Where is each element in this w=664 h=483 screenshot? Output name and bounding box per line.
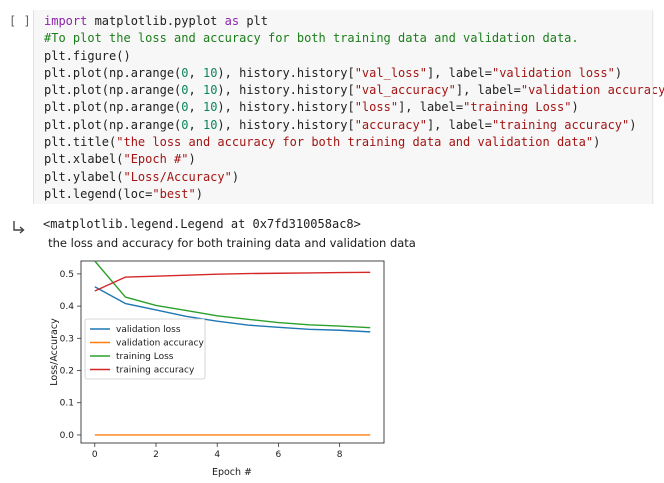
code-token: 10	[202, 83, 218, 98]
output-arrow-icon[interactable]	[12, 219, 28, 235]
y-tick-label: 0.1	[60, 399, 74, 409]
code-token: plt.plot(np.arange(	[44, 65, 182, 80]
code-token: ), history.history[	[217, 100, 355, 115]
code-token: 0	[181, 65, 189, 80]
code-token: ), history.history[	[217, 117, 355, 132]
axes: 0 2 4 6 8 0.0 0.1 0.2 0.3 0.4 0.5	[60, 270, 343, 460]
code-line[interactable]: plt.plot(np.arange(0, 10), history.histo…	[44, 117, 664, 134]
code-token: plt.title(	[44, 135, 117, 150]
code-token: ], label=	[426, 65, 492, 80]
cell-run-prompt[interactable]: [ ]	[9, 14, 31, 28]
code-token: ], label=	[426, 117, 492, 132]
code-token: plt.ylabel(	[44, 169, 124, 184]
code-token: ), history.history[	[217, 83, 355, 98]
legend-label: training Loss	[116, 352, 174, 362]
code-token: "best"	[152, 186, 196, 201]
code-token: plt.plot(np.arange(	[44, 100, 182, 115]
code-token: 0	[181, 83, 189, 98]
code-token: plt.xlabel(	[44, 152, 124, 167]
series-line-validation-loss	[94, 286, 371, 333]
code-token: 10	[202, 65, 218, 80]
code-token: import	[44, 14, 88, 28]
code-token: as	[224, 14, 240, 28]
y-tick-label: 0.2	[60, 367, 74, 377]
code-token: "Loss/Accuracy"	[123, 169, 232, 184]
code-token: 0	[181, 117, 189, 132]
code-token: "val_loss"	[354, 65, 427, 80]
code-line[interactable]: import matplotlib.pyplot as plt	[44, 13, 664, 30]
legend-label: training accuracy	[116, 366, 195, 376]
code-token: plt	[239, 14, 268, 28]
code-token: ), history.history[	[217, 65, 355, 80]
code-line[interactable]: plt.ylabel("Loss/Accuracy")	[44, 169, 664, 186]
x-tick-label: 0	[92, 450, 98, 460]
x-tick-label: 4	[214, 450, 220, 460]
code-editor[interactable]: import matplotlib.pyplot as plt #To plot …	[33, 10, 664, 204]
code-line[interactable]: #To plot the loss and accuracy for both …	[44, 30, 664, 47]
code-token: )	[195, 186, 203, 201]
y-tick-label: 0.3	[60, 334, 74, 344]
code-token: "training accuracy"	[491, 117, 630, 132]
plot-frame	[80, 260, 385, 444]
code-token: 10	[202, 117, 218, 132]
code-token: "val_accuracy"	[354, 83, 456, 98]
code-token: )	[188, 152, 196, 167]
legend: validation loss validation accuracy traini…	[84, 318, 206, 380]
y-tick-label: 0.5	[60, 270, 74, 280]
code-token: "loss"	[354, 100, 399, 115]
code-token: "accuracy"	[354, 117, 427, 132]
chart-figure: the loss and accuracy for both training …	[48, 236, 416, 478]
code-token: plt.figure()	[44, 48, 131, 63]
code-token: )	[231, 169, 240, 184]
code-token: ], label=	[398, 100, 464, 115]
code-token: )	[593, 135, 601, 150]
code-line[interactable]: plt.xlabel("Epoch #")	[44, 151, 664, 168]
y-tick-label: 0.0	[60, 431, 75, 441]
y-tick-label: 0.4	[60, 302, 75, 312]
code-line[interactable]: plt.legend(loc="best")	[44, 186, 664, 203]
code-line[interactable]: plt.title("the loss and accuracy for bot…	[44, 134, 664, 151]
code-line[interactable]: plt.plot(np.arange(0, 10), history.histo…	[44, 99, 664, 116]
code-text[interactable]: import matplotlib.pyplot as plt #To plot …	[44, 13, 664, 203]
code-token: ,	[188, 100, 203, 115]
code-token: ,	[188, 117, 203, 132]
output-text: <matplotlib.legend.Legend at 0x7fd310058…	[43, 217, 361, 231]
code-token: )	[614, 65, 623, 80]
code-cell[interactable]: [ ] import matplotlib.pyplot as plt #To p…	[0, 0, 664, 206]
code-token: "Epoch #"	[123, 152, 189, 167]
x-tick-label: 2	[153, 450, 159, 460]
code-line[interactable]: plt.figure()	[44, 48, 664, 65]
code-token: "validation loss"	[491, 65, 615, 80]
code-line[interactable]: plt.plot(np.arange(0, 10), history.histo…	[44, 65, 664, 82]
x-axis-label: Epoch #	[212, 467, 252, 478]
legend-label: validation accuracy	[116, 339, 204, 349]
series-line-training-loss	[94, 260, 371, 329]
legend-label: validation loss	[116, 325, 181, 335]
chart-title: the loss and accuracy for both training …	[48, 236, 416, 250]
code-token: )	[571, 100, 579, 115]
code-token: #To plot the loss and accuracy for both …	[44, 31, 579, 46]
x-tick-label: 8	[337, 450, 343, 460]
code-token: ,	[188, 83, 203, 98]
code-token: 0	[181, 100, 189, 115]
code-token: ], label=	[455, 83, 521, 98]
code-token: "training Loss"	[463, 100, 572, 115]
code-token: plt.legend(loc=	[44, 186, 153, 201]
series-line-training-accuracy	[94, 271, 371, 292]
legend-box	[84, 318, 206, 380]
x-tick-label: 6	[276, 450, 282, 460]
code-token: plt.plot(np.arange(	[44, 83, 182, 98]
y-axis-label: Loss/Accuracy	[49, 318, 60, 386]
code-line[interactable]: plt.plot(np.arange(0, 10), history.histo…	[44, 82, 664, 99]
code-token: plt.plot(np.arange(	[44, 117, 182, 132]
code-token: 10	[202, 100, 218, 115]
code-token: matplotlib.pyplot	[87, 14, 225, 28]
plot-lines	[94, 260, 371, 436]
code-token: "validation accuracy"	[520, 83, 664, 98]
code-token: )	[629, 117, 637, 132]
code-token: "the loss and accuracy for both training…	[116, 135, 594, 150]
code-token: ,	[188, 65, 203, 80]
editor-scrollbar	[652, 10, 653, 204]
